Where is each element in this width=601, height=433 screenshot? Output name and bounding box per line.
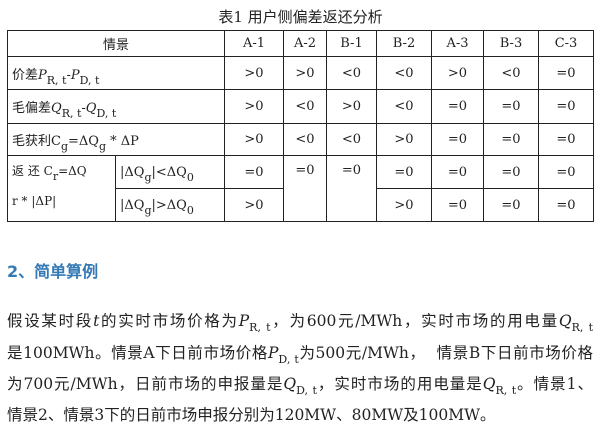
- header-col: B-2: [376, 30, 432, 57]
- cell: >0: [224, 123, 284, 156]
- section-heading: 2、简单算例: [7, 262, 99, 281]
- cell: >0: [224, 56, 284, 90]
- header-col: A-1: [224, 30, 284, 57]
- cell: <0: [283, 123, 327, 156]
- cell: >0: [431, 56, 484, 90]
- cell: =0: [431, 188, 484, 222]
- header-col: A-2: [283, 30, 327, 57]
- merged-cell: =0: [326, 155, 377, 222]
- condition-below: |ΔQg|<ΔQ0: [115, 155, 225, 189]
- cell: =0: [431, 123, 484, 156]
- row-label-return: 返 还 Cr=ΔQ r * |ΔP|: [7, 155, 116, 222]
- cell: =0: [483, 123, 539, 156]
- cell: =0: [224, 155, 284, 189]
- cell: >0: [326, 89, 377, 124]
- cell: =0: [431, 89, 484, 124]
- header-col: A-3: [431, 30, 484, 57]
- cell: =0: [538, 56, 594, 90]
- header-col: B-3: [483, 30, 539, 57]
- cell: <0: [376, 89, 432, 124]
- cell: >0: [283, 56, 327, 90]
- condition-above: |ΔQg|>ΔQ0: [115, 188, 225, 222]
- table-row: 毛获利Cg=ΔQg * ΔP >0 <0 <0 >0 =0 =0 =0: [7, 123, 594, 156]
- cell: <0: [483, 56, 539, 90]
- header-scenario: 情景: [7, 30, 225, 57]
- cell: =0: [376, 155, 432, 189]
- cell: >0: [376, 188, 432, 222]
- header-col: B-1: [326, 30, 377, 57]
- paragraph-line: 情景2、情景3下的日前市场申报分别为120MW、80MW及100MW。: [7, 406, 496, 424]
- cell: >0: [224, 188, 284, 222]
- table-row: 价差PR, t-PD, t >0 >0 <0 <0 >0 <0 =0: [7, 56, 594, 90]
- cell: <0: [376, 56, 432, 90]
- paragraph-line: 为700元/MWh，日前市场的申报量是QD, t，实时市场的用电量是QR, t。…: [7, 375, 593, 397]
- cell: >0: [224, 89, 284, 124]
- table-caption: 表1 用户侧偏差返还分析: [218, 8, 383, 26]
- paragraph-line: 假设某时段t的实时市场价格为PR, t，为600元/MWh，实时市场的用电量QR…: [7, 312, 593, 334]
- cell: =0: [431, 155, 484, 189]
- row-label-price-diff: 价差PR, t-PD, t: [7, 56, 225, 90]
- cell: =0: [538, 188, 594, 222]
- header-row: 情景 A-1 A-2 B-1 B-2 A-3 B-3 C-3: [7, 30, 594, 57]
- header-col: C-3: [538, 30, 594, 57]
- cell: <0: [283, 89, 327, 124]
- cell: >0: [376, 123, 432, 156]
- paragraph-line: 是100MWh。情景A下日前市场价格PD, t为500元/MWh， 情景B下日前…: [7, 344, 593, 366]
- row-label-gross-deviation: 毛偏差QR, t-QD, t: [7, 89, 225, 124]
- cell: =0: [483, 155, 539, 189]
- cell: =0: [538, 123, 594, 156]
- table-row: |ΔQg|>ΔQ0 >0 >0 =0 =0 =0: [8, 188, 594, 222]
- deviation-return-table: 情景 A-1 A-2 B-1 B-2 A-3 B-3 C-3 价差PR, t-P…: [7, 30, 594, 222]
- table-row: 返 还 Cr=ΔQ r * |ΔP| |ΔQg|<ΔQ0 =0 =0 =0 =0…: [7, 155, 594, 222]
- cell: =0: [483, 188, 539, 222]
- cell: <0: [326, 123, 377, 156]
- row-label-gross-profit: 毛获利Cg=ΔQg * ΔP: [7, 123, 225, 156]
- cell: =0: [538, 155, 594, 189]
- cell: =0: [483, 89, 539, 124]
- cell: =0: [538, 89, 594, 124]
- cell: <0: [326, 56, 377, 90]
- table-row: 毛偏差QR, t-QD, t >0 <0 >0 <0 =0 =0 =0: [7, 89, 594, 124]
- merged-cell: =0: [283, 155, 327, 222]
